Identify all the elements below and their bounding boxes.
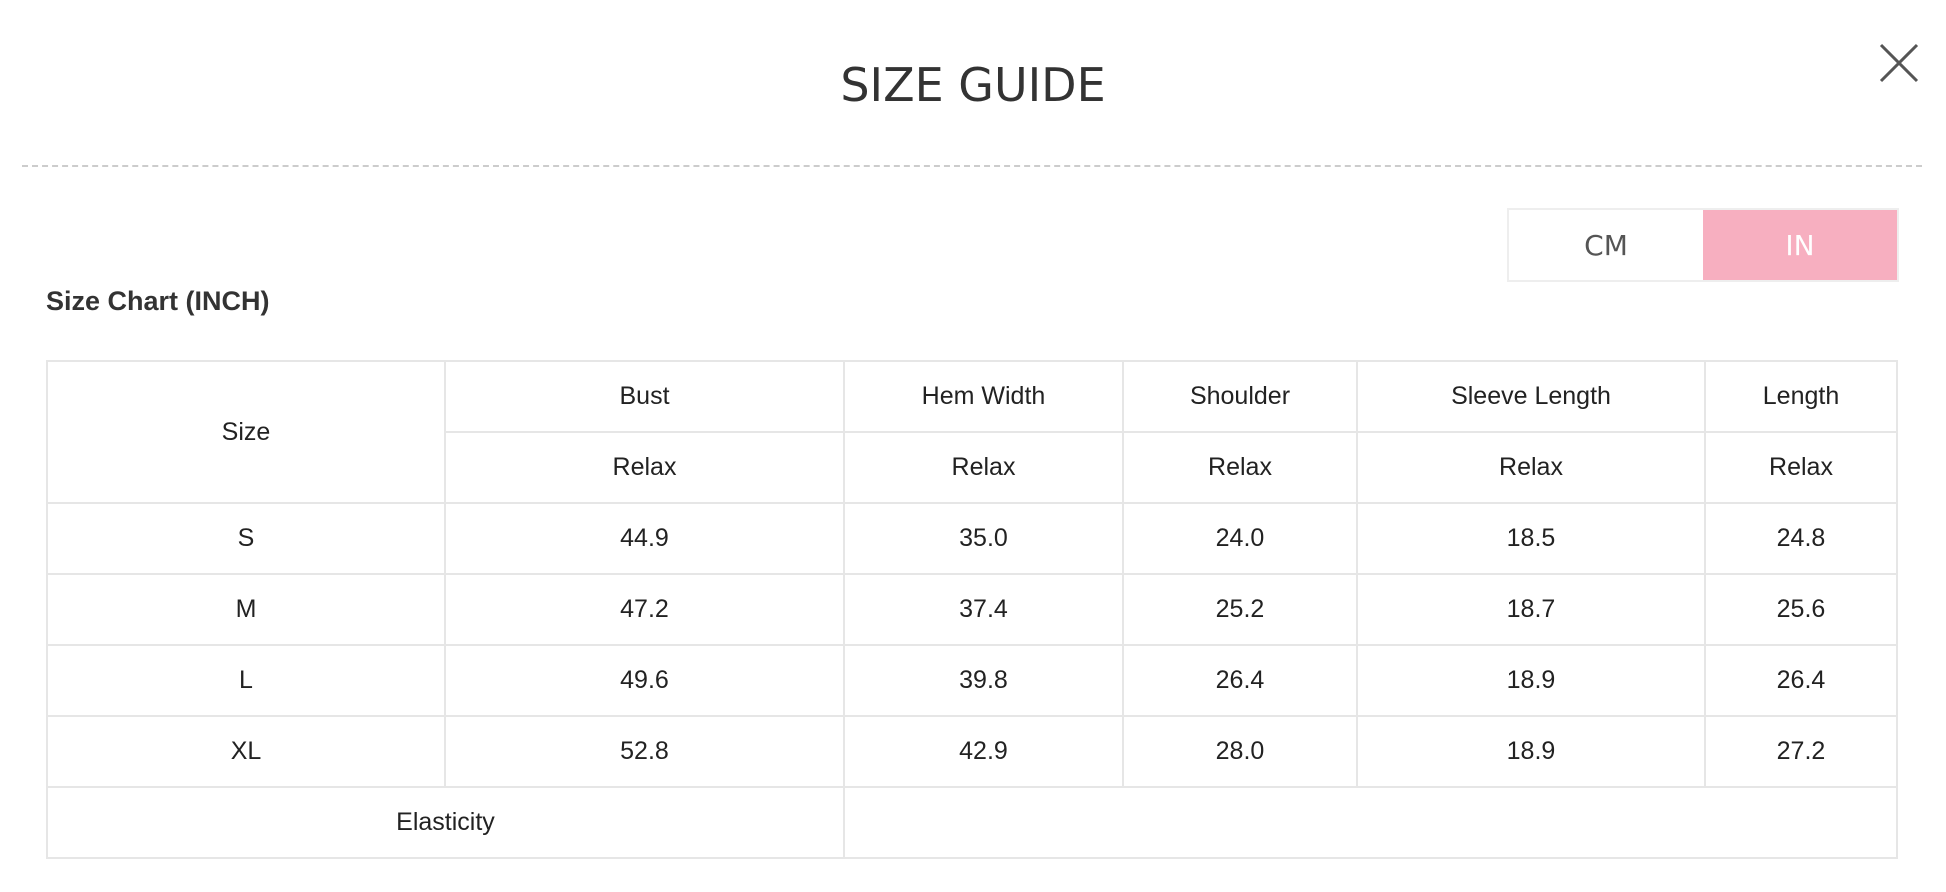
size-cell: M (46, 573, 446, 646)
value-cell: 28.0 (1122, 715, 1358, 788)
table-row: S 44.9 35.0 24.0 18.5 24.8 (46, 502, 1898, 575)
column-header: Hem Width (843, 360, 1124, 433)
size-header: Size (46, 360, 446, 504)
value-cell: 25.2 (1122, 573, 1358, 646)
value-cell: 26.4 (1704, 644, 1898, 717)
value-cell: 18.9 (1356, 644, 1706, 717)
column-header: Sleeve Length (1356, 360, 1706, 433)
close-icon (1879, 43, 1919, 83)
value-cell: 44.9 (444, 502, 845, 575)
sub-label: Relax (843, 431, 1124, 504)
subheader-row: Relax Relax Relax Relax Relax (47, 431, 1898, 504)
column-header: Bust (444, 360, 845, 433)
value-cell: 18.7 (1356, 573, 1706, 646)
value-cell: 47.2 (444, 573, 845, 646)
sub-label: Relax (1356, 431, 1706, 504)
value-cell: 24.0 (1122, 502, 1358, 575)
value-cell: 52.8 (444, 715, 845, 788)
value-cell: 42.9 (843, 715, 1124, 788)
divider (22, 165, 1922, 167)
column-header: Length (1704, 360, 1898, 433)
value-cell: 49.6 (444, 644, 845, 717)
chart-title: Size Chart (INCH) (46, 286, 270, 316)
size-cell: S (46, 502, 446, 575)
value-cell: 39.8 (843, 644, 1124, 717)
unit-cm-button[interactable]: CM (1584, 228, 1628, 262)
sub-label: Relax (444, 431, 845, 504)
size-cell: XL (46, 715, 446, 788)
elasticity-label: Elasticity (46, 786, 845, 859)
column-header: Shoulder (1122, 360, 1358, 433)
elasticity-row: Elasticity (46, 786, 1898, 859)
unit-in-button[interactable]: IN (1703, 210, 1897, 280)
value-cell: 37.4 (843, 573, 1124, 646)
value-cell: 18.9 (1356, 715, 1706, 788)
close-button[interactable] (1878, 42, 1920, 84)
table-row: XL 52.8 42.9 28.0 18.9 27.2 (46, 715, 1898, 788)
sub-label: Relax (1704, 431, 1898, 504)
table-row: L 49.6 39.8 26.4 18.9 26.4 (46, 644, 1898, 717)
elasticity-value (843, 786, 1898, 859)
value-cell: 24.8 (1704, 502, 1898, 575)
value-cell: 26.4 (1122, 644, 1358, 717)
size-table: Size Bust Hem Width Shoulder Sleeve Leng… (46, 360, 1898, 859)
unit-toggle: CM IN (1507, 208, 1899, 282)
value-cell: 18.5 (1356, 502, 1706, 575)
header-row: Size Bust Hem Width Shoulder Sleeve Leng… (46, 360, 1898, 504)
value-cell: 35.0 (843, 502, 1124, 575)
value-cell: 27.2 (1704, 715, 1898, 788)
value-cell: 25.6 (1704, 573, 1898, 646)
page-title: SIZE GUIDE (840, 58, 1106, 112)
sub-label: Relax (1122, 431, 1358, 504)
size-cell: L (46, 644, 446, 717)
table-row: M 47.2 37.4 25.2 18.7 25.6 (46, 573, 1898, 646)
